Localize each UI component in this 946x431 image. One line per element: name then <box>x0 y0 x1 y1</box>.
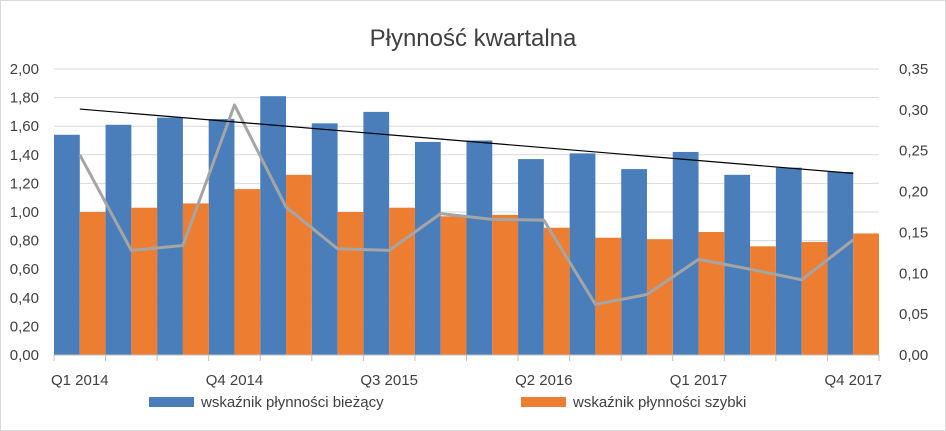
bar <box>414 141 441 355</box>
y-left-tick-label: 0,20 <box>10 318 39 335</box>
trendline <box>79 108 854 174</box>
y-left-tick-label: 0,80 <box>10 233 39 250</box>
bar <box>131 207 158 355</box>
bars <box>54 96 879 356</box>
x-tick-label: Q1 2014 <box>51 372 109 389</box>
bar <box>466 140 493 355</box>
y-right-tick-label: 0,20 <box>899 184 928 201</box>
bar <box>208 119 235 355</box>
bar <box>363 111 390 356</box>
x-tick-label: Q1 2017 <box>670 372 728 389</box>
axes: 0,00 0,20 0,40 0,60 0,80 1,00 1,20 1,40 1,60 1,80… <box>10 61 928 389</box>
y-left-tick-label: 1,00 <box>10 204 39 221</box>
bar <box>286 174 312 355</box>
y-right-tick-label: 0,00 <box>899 347 928 364</box>
bar <box>827 171 854 355</box>
bar <box>595 237 622 355</box>
y-left-tick-label: 0,00 <box>10 347 39 364</box>
bar <box>569 153 596 355</box>
bar <box>337 212 364 355</box>
legend-label: wskaźnik płynności szybki <box>572 394 746 411</box>
y-right-tick-label: 0,30 <box>899 102 928 119</box>
bar <box>260 96 287 356</box>
x-tick-label: Q3 2015 <box>360 372 418 389</box>
bar <box>518 159 544 355</box>
y-right-tick-label: 0,10 <box>899 265 928 282</box>
bar <box>182 203 209 355</box>
bar <box>105 124 132 356</box>
x-tick-label: Q4 2014 <box>206 372 264 389</box>
bar <box>853 233 879 355</box>
bar <box>440 216 467 355</box>
x-tick-label: Q2 2016 <box>515 372 573 389</box>
bar <box>621 169 647 355</box>
y-left-tick-label: 1,20 <box>10 175 39 192</box>
y-right-tick-label: 0,05 <box>899 306 928 323</box>
line-series <box>78 103 855 306</box>
bar <box>543 227 570 355</box>
bar <box>234 189 261 355</box>
bar <box>698 232 725 355</box>
bar <box>79 212 106 355</box>
y-right-tick-label: 0,35 <box>899 61 928 78</box>
y-left-tick-label: 1,80 <box>10 90 39 107</box>
bar <box>389 207 415 355</box>
legend-label: wskaźnik płynności bieżący <box>200 394 384 411</box>
bar <box>775 167 802 355</box>
y-left-tick-label: 1,40 <box>10 147 39 164</box>
x-tick-label: Q4 2017 <box>824 372 882 389</box>
legend-swatch <box>149 397 194 407</box>
y-left-tick-label: 2,00 <box>10 61 39 78</box>
legend: wskaźnik płynności bieżący wskaźnik płynn… <box>149 394 746 411</box>
bar <box>157 117 183 356</box>
y-left-tick-label: 0,60 <box>10 261 39 278</box>
y-left-tick-label: 0,40 <box>10 290 39 307</box>
y-right-tick-label: 0,15 <box>899 224 928 241</box>
bar <box>54 134 80 355</box>
bar <box>492 214 519 355</box>
chart-title: Płynność kwartalna <box>370 25 577 52</box>
bar <box>750 246 776 355</box>
bar <box>801 242 828 355</box>
legend-swatch <box>521 397 566 407</box>
bar <box>672 151 699 355</box>
bar <box>646 239 673 355</box>
lines <box>78 103 855 306</box>
y-left-tick-label: 1,60 <box>10 118 39 135</box>
y-right-tick-label: 0,25 <box>899 143 928 160</box>
